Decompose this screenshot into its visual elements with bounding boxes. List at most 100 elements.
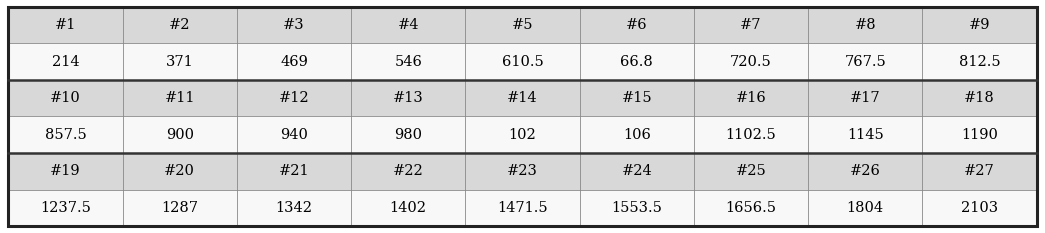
Text: #7: #7 bbox=[740, 18, 762, 32]
Text: 1553.5: 1553.5 bbox=[611, 201, 663, 215]
Text: 1804: 1804 bbox=[846, 201, 884, 215]
Bar bbox=[465, 7, 580, 44]
Bar bbox=[8, 80, 122, 116]
Bar bbox=[465, 44, 580, 80]
Bar bbox=[580, 7, 694, 44]
Text: 980: 980 bbox=[394, 128, 422, 142]
Text: #16: #16 bbox=[736, 91, 766, 105]
Text: 720.5: 720.5 bbox=[730, 55, 772, 69]
Bar bbox=[351, 189, 465, 226]
Text: 1342: 1342 bbox=[276, 201, 312, 215]
Text: 1145: 1145 bbox=[846, 128, 884, 142]
Text: 610.5: 610.5 bbox=[502, 55, 543, 69]
Text: #15: #15 bbox=[622, 91, 652, 105]
Bar bbox=[8, 153, 122, 189]
Bar bbox=[465, 116, 580, 153]
Text: #18: #18 bbox=[965, 91, 995, 105]
Bar bbox=[8, 189, 122, 226]
Text: 900: 900 bbox=[166, 128, 193, 142]
Bar bbox=[694, 80, 808, 116]
Bar bbox=[580, 189, 694, 226]
Text: 767.5: 767.5 bbox=[844, 55, 886, 69]
Bar bbox=[923, 80, 1037, 116]
Text: #24: #24 bbox=[622, 164, 652, 178]
Text: 1237.5: 1237.5 bbox=[40, 201, 91, 215]
Text: #27: #27 bbox=[965, 164, 995, 178]
Text: 857.5: 857.5 bbox=[45, 128, 87, 142]
Bar bbox=[122, 153, 237, 189]
Bar bbox=[465, 189, 580, 226]
Text: 1287: 1287 bbox=[161, 201, 199, 215]
Bar bbox=[808, 44, 923, 80]
Bar bbox=[580, 153, 694, 189]
Bar bbox=[351, 7, 465, 44]
Text: #4: #4 bbox=[397, 18, 419, 32]
Bar bbox=[8, 44, 122, 80]
Text: #14: #14 bbox=[507, 91, 538, 105]
Bar bbox=[923, 189, 1037, 226]
Bar bbox=[122, 189, 237, 226]
Bar bbox=[580, 116, 694, 153]
Bar bbox=[351, 153, 465, 189]
Text: #22: #22 bbox=[393, 164, 423, 178]
Bar bbox=[465, 153, 580, 189]
Text: 1656.5: 1656.5 bbox=[725, 201, 776, 215]
Text: 812.5: 812.5 bbox=[958, 55, 1000, 69]
Bar bbox=[351, 116, 465, 153]
Text: 1402: 1402 bbox=[390, 201, 426, 215]
Bar bbox=[808, 7, 923, 44]
Bar bbox=[351, 44, 465, 80]
Text: #3: #3 bbox=[283, 18, 305, 32]
Text: #11: #11 bbox=[164, 91, 195, 105]
Text: 106: 106 bbox=[623, 128, 651, 142]
Bar bbox=[8, 116, 122, 153]
Text: 469: 469 bbox=[280, 55, 308, 69]
Bar bbox=[694, 116, 808, 153]
Text: #6: #6 bbox=[626, 18, 648, 32]
Bar bbox=[237, 153, 351, 189]
Bar bbox=[694, 7, 808, 44]
Text: 66.8: 66.8 bbox=[621, 55, 653, 69]
Text: #8: #8 bbox=[855, 18, 876, 32]
Text: #23: #23 bbox=[507, 164, 538, 178]
Text: #20: #20 bbox=[164, 164, 195, 178]
Bar bbox=[580, 80, 694, 116]
Bar bbox=[122, 44, 237, 80]
Bar bbox=[237, 116, 351, 153]
Bar bbox=[808, 153, 923, 189]
Bar bbox=[694, 189, 808, 226]
Bar bbox=[923, 44, 1037, 80]
Text: 1102.5: 1102.5 bbox=[725, 128, 776, 142]
Bar bbox=[122, 116, 237, 153]
Text: #5: #5 bbox=[512, 18, 533, 32]
Bar bbox=[237, 189, 351, 226]
Text: 546: 546 bbox=[394, 55, 422, 69]
Bar bbox=[237, 44, 351, 80]
Text: #25: #25 bbox=[736, 164, 766, 178]
Text: 2103: 2103 bbox=[961, 201, 998, 215]
Text: #12: #12 bbox=[279, 91, 309, 105]
Text: #19: #19 bbox=[50, 164, 80, 178]
Text: #2: #2 bbox=[169, 18, 190, 32]
Bar bbox=[580, 44, 694, 80]
Text: 371: 371 bbox=[166, 55, 193, 69]
Text: 1471.5: 1471.5 bbox=[497, 201, 548, 215]
Text: #17: #17 bbox=[850, 91, 881, 105]
Text: #26: #26 bbox=[850, 164, 881, 178]
Bar bbox=[923, 116, 1037, 153]
Text: #10: #10 bbox=[50, 91, 80, 105]
Text: 102: 102 bbox=[509, 128, 536, 142]
Text: #13: #13 bbox=[393, 91, 423, 105]
Bar bbox=[923, 7, 1037, 44]
Text: 1190: 1190 bbox=[961, 128, 998, 142]
Bar bbox=[808, 116, 923, 153]
Bar bbox=[808, 80, 923, 116]
Bar bbox=[122, 80, 237, 116]
Bar bbox=[923, 153, 1037, 189]
Text: #21: #21 bbox=[279, 164, 309, 178]
Text: 940: 940 bbox=[280, 128, 308, 142]
Bar bbox=[122, 7, 237, 44]
Bar bbox=[351, 80, 465, 116]
Bar bbox=[8, 7, 122, 44]
Bar bbox=[237, 80, 351, 116]
